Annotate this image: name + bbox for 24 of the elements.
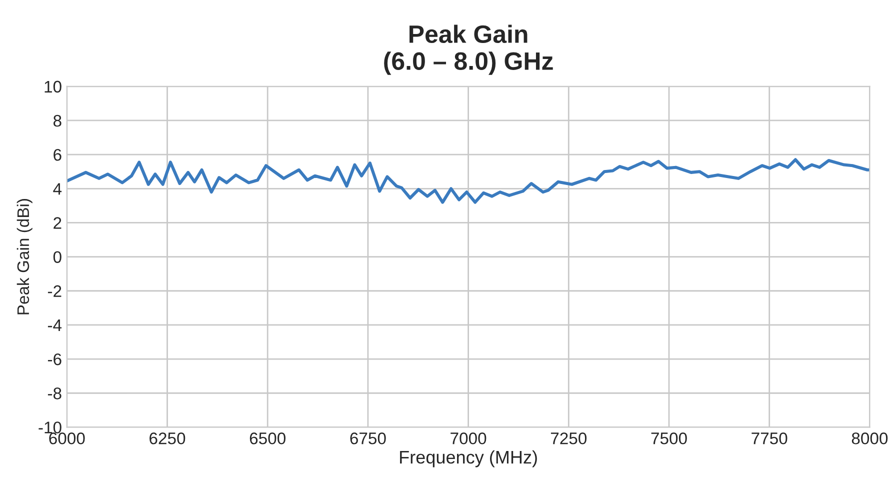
y-tick-label: 2 <box>54 217 62 229</box>
x-tick-label: 6500 <box>250 432 286 444</box>
y-tick-label: 0 <box>53 251 62 264</box>
x-axis-title: Frequency (MHz) <box>400 450 537 468</box>
x-tick-label: 6250 <box>150 432 186 444</box>
y-tick-label: 6 <box>54 148 62 161</box>
y-axis-title: Peak Gain (dBi) <box>16 199 32 314</box>
x-tick-label: 7250 <box>550 432 587 444</box>
y-tick-label: 10 <box>44 80 62 93</box>
y-tick-label: 8 <box>53 114 62 127</box>
chart-title: Peak Gain (6.0 – 8.0) GHz <box>384 24 553 75</box>
x-tick-label: 7500 <box>651 432 687 444</box>
x-tick-label: 6000 <box>49 432 85 444</box>
x-tick-label: 7000 <box>450 432 486 444</box>
y-tick-label: 4 <box>53 183 62 195</box>
x-tick-label: 7750 <box>752 432 788 444</box>
x-tick-label: 6750 <box>350 432 386 444</box>
y-tick-label: -4 <box>48 320 62 331</box>
y-tick-label: -6 <box>48 353 62 366</box>
line-series <box>66 158 870 204</box>
y-tick-label: -10 <box>38 422 62 434</box>
x-tick-label: 8000 <box>852 432 888 444</box>
y-tick-label: -2 <box>48 285 62 297</box>
y-tick-label: -8 <box>48 388 62 400</box>
